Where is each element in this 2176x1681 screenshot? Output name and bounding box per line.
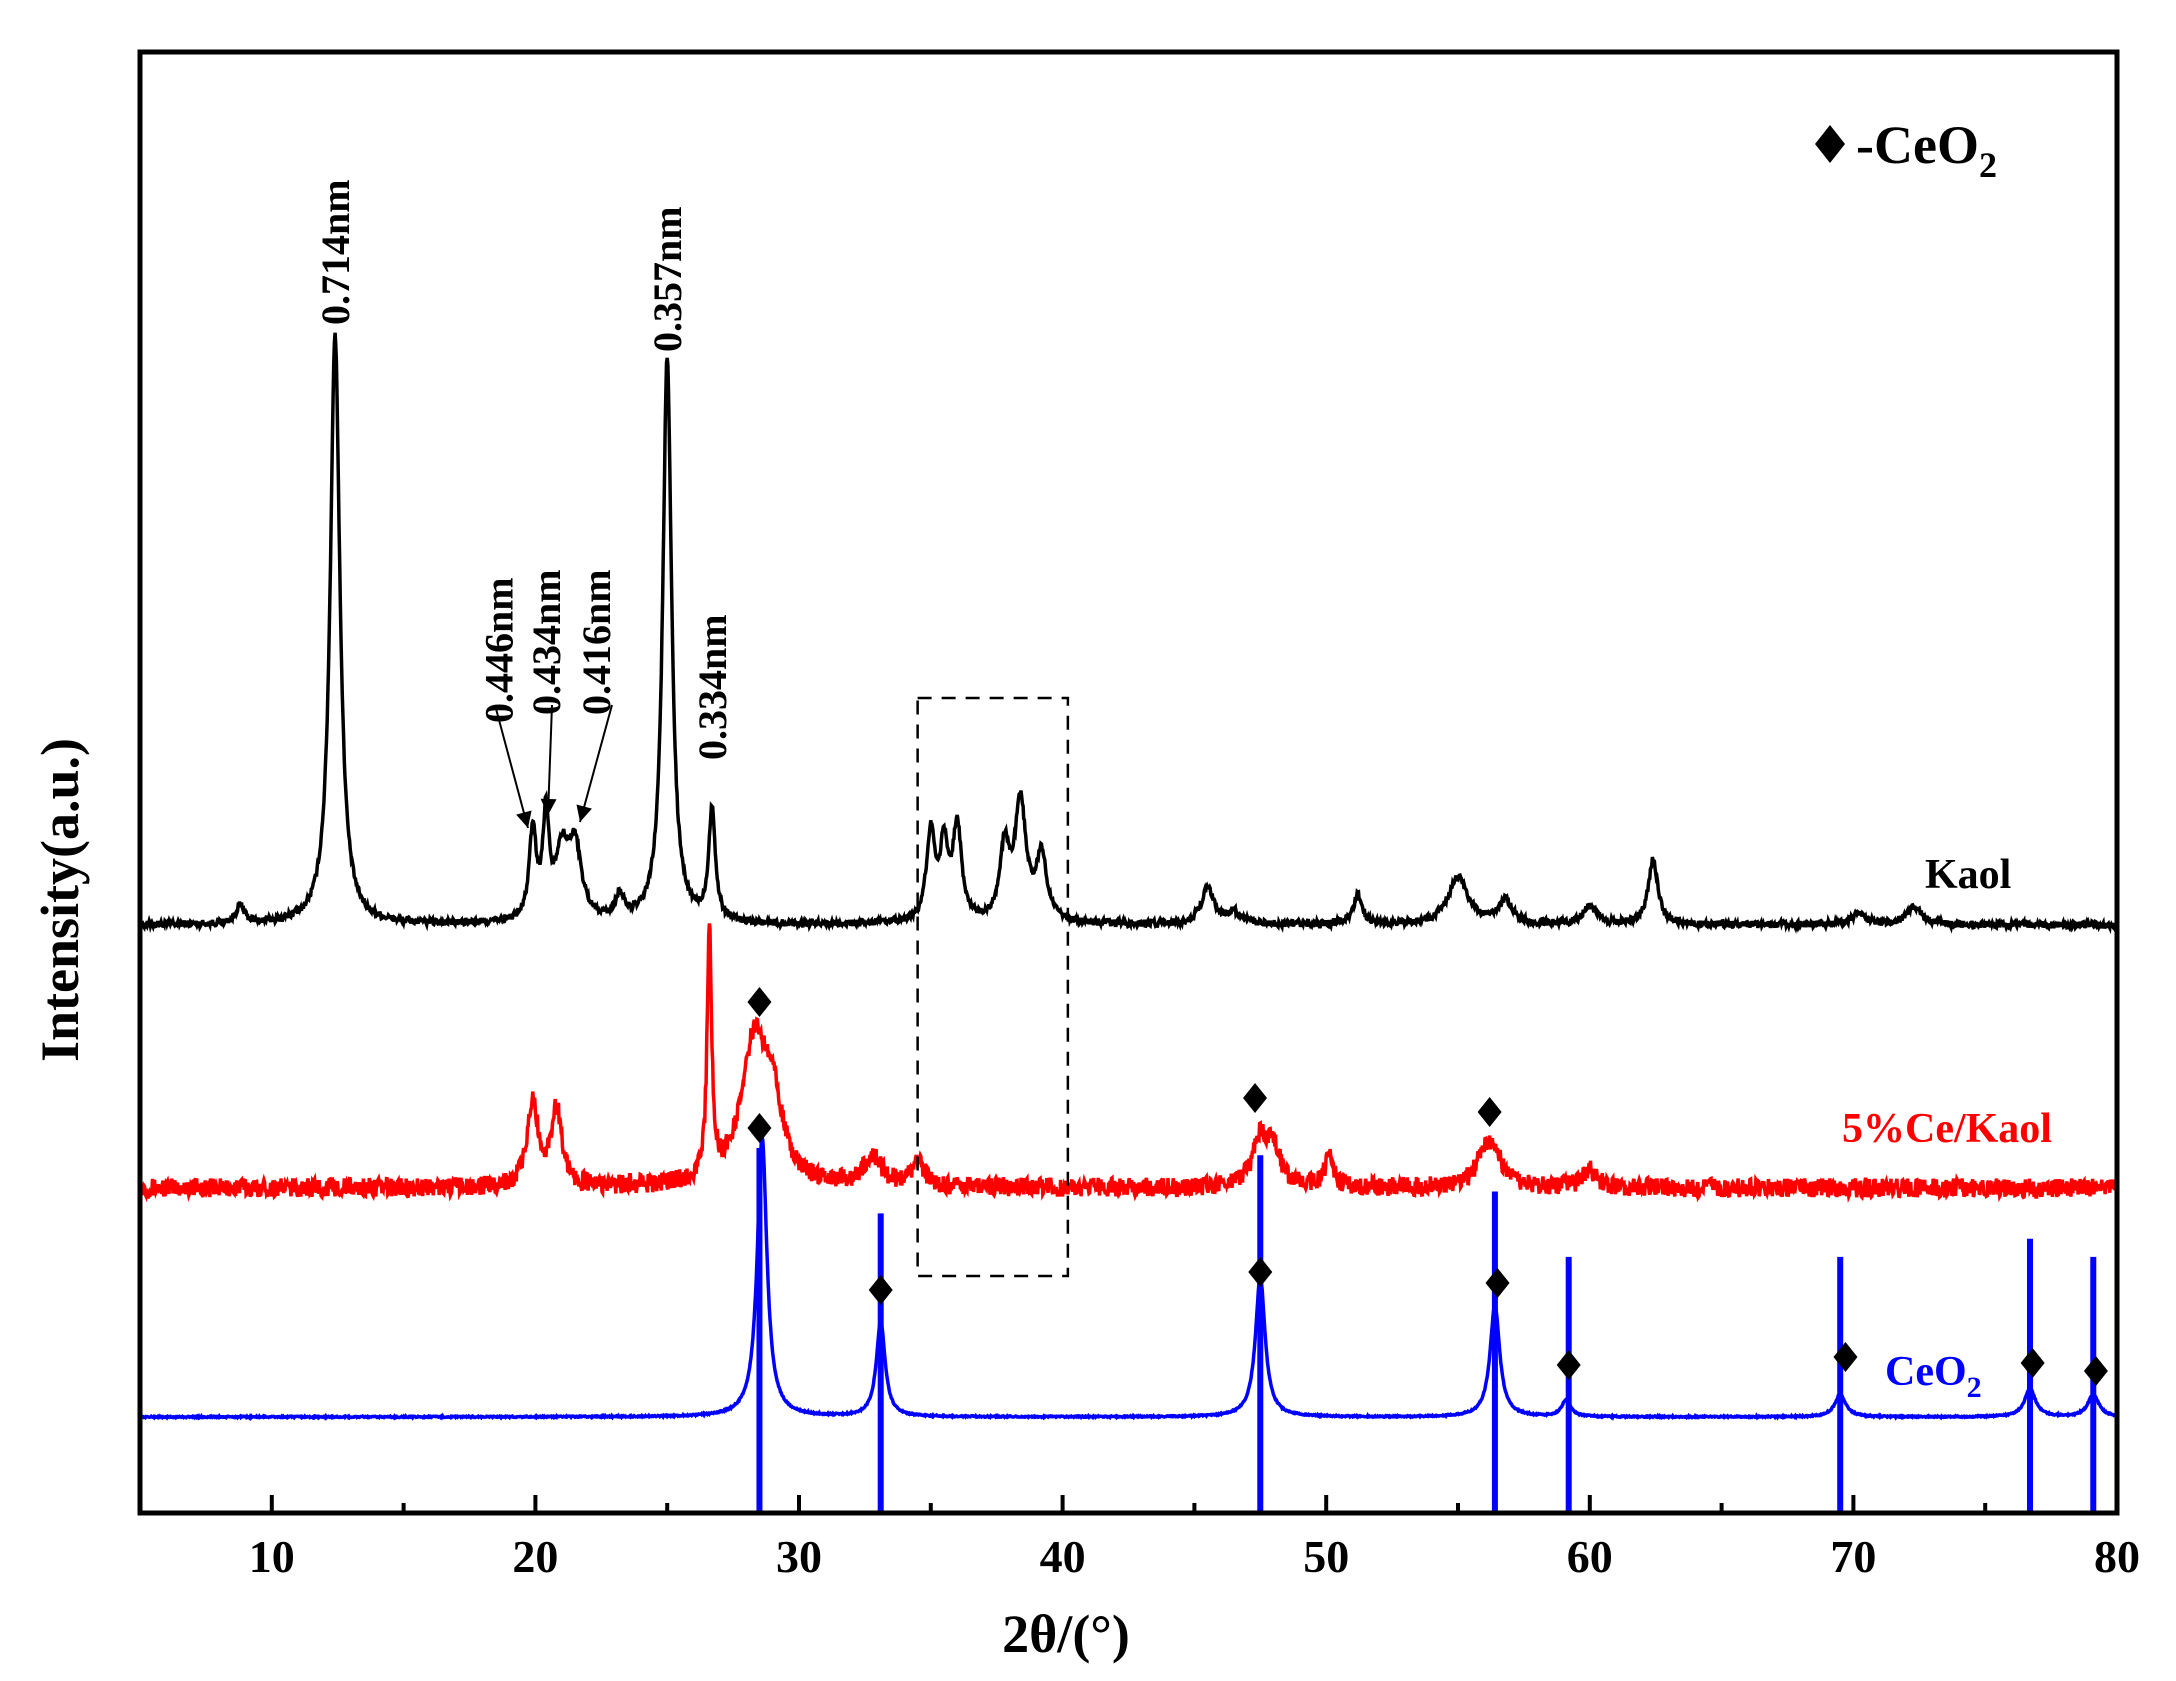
- peak-arrowhead-1: [540, 798, 557, 815]
- series-label-ceo2-text: CeO: [1885, 1349, 1967, 1395]
- x-tick-label-80: 80: [2094, 1531, 2140, 1582]
- peak-arrow-2: [579, 704, 613, 823]
- series-line-ceo2: [138, 1136, 2118, 1422]
- legend-text: -CeO: [1856, 115, 1979, 175]
- plot-area: 0.714nm 0.357nm 0.446nm 0.434nm 0.416nm 0.334…: [138, 179, 2118, 1511]
- x-tick-label-50: 50: [1303, 1531, 1349, 1582]
- series-label-ce-kaol: 5%Ce/Kaol: [1842, 1106, 2052, 1152]
- diamond-marker-icon: [747, 1113, 772, 1143]
- series-line-5-ce-kaol: [138, 923, 2118, 1204]
- series-label-ceo2-subscript: 2: [1967, 1371, 1982, 1404]
- diamond-marker-icon: [2020, 1348, 2045, 1378]
- diamond-marker-icon: [1477, 1097, 1502, 1127]
- peak-label-0-434nm: 0.434nm: [524, 569, 569, 715]
- x-tick-label-20: 20: [512, 1531, 558, 1582]
- diamond-marker-icon: [1833, 1342, 1858, 1372]
- peak-label-0-357nm: 0.357nm: [645, 206, 690, 352]
- plot-frame: [137, 49, 2120, 1516]
- y-axis-label: Intensity(a.u.): [30, 738, 90, 1062]
- x-tick-label-10: 10: [249, 1531, 295, 1582]
- series-label-ceo2: CeO2: [1885, 1349, 1982, 1404]
- peak-arrowhead-0: [516, 810, 532, 828]
- peak-arrowhead-2: [576, 804, 592, 822]
- diamond-marker-icon: [1248, 1257, 1273, 1287]
- legend-diamond-icon: [1815, 125, 1845, 163]
- peak-label-0-446nm: 0.446nm: [476, 577, 521, 723]
- x-axis-label: 2θ/(°): [1002, 1604, 1130, 1664]
- legend-label: -CeO2: [1856, 115, 1997, 185]
- series-line-kaol: [138, 332, 2118, 935]
- diamond-marker-icon: [868, 1275, 893, 1305]
- peak-label-0-714nm: 0.714nm: [313, 179, 358, 325]
- x-tick-label-70: 70: [1830, 1531, 1876, 1582]
- peak-arrow-0: [494, 704, 529, 829]
- series-label-kaol: Kaol: [1925, 852, 2011, 898]
- highlight-dashed-box: [916, 696, 1070, 1278]
- x-axis-ticks: 10 20 30 40 50 60 70 80: [138, 1495, 2140, 1582]
- diamond-marker-icon: [2083, 1356, 2108, 1386]
- diamond-marker-icon: [747, 987, 772, 1017]
- peak-label-0-334nm: 0.334nm: [690, 614, 735, 760]
- diamond-marker-icon: [1556, 1350, 1581, 1380]
- x-tick-label-60: 60: [1567, 1531, 1613, 1582]
- diamond-marker-icon: [1485, 1268, 1510, 1298]
- diamond-marker-icon: [1243, 1083, 1268, 1113]
- x-tick-label-40: 40: [1040, 1531, 1086, 1582]
- peak-label-0-416nm: 0.416nm: [574, 569, 619, 715]
- peak-arrow-1: [547, 704, 553, 816]
- x-tick-label-30: 30: [776, 1531, 822, 1582]
- legend-subscript: 2: [1979, 145, 1997, 185]
- legend: -CeO2: [1815, 115, 1997, 185]
